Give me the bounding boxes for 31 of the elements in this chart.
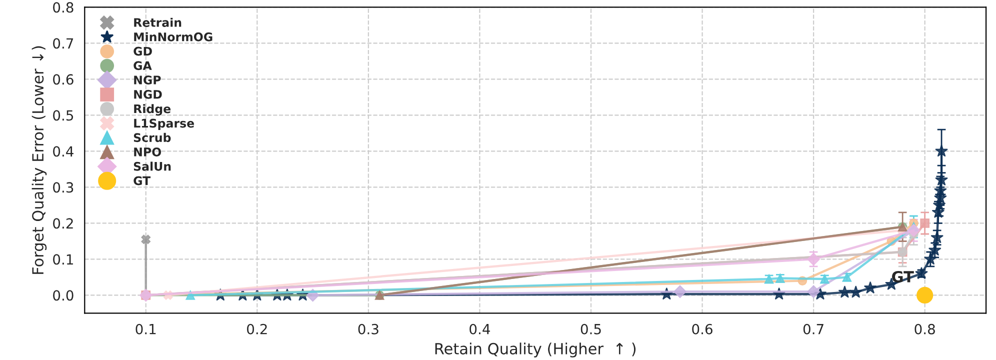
x-tick-label: 0.2 (247, 324, 267, 334)
x-tick-label: 0.6 (692, 324, 712, 334)
x-tick-label: 0.3 (358, 324, 378, 334)
y-tick-label: 0.8 (53, 2, 74, 13)
x-tick-label: 0.5 (580, 324, 601, 334)
y-tick-label: 0.1 (53, 254, 73, 265)
x-tick-label: 0.4 (470, 324, 490, 334)
y-tick-label: 0.4 (53, 146, 74, 157)
x-tick-label: 0.7 (803, 324, 824, 334)
legend-label: NGP (134, 76, 161, 84)
legend-label: Retrain (134, 18, 182, 27)
x-tick-label: 0.1 (136, 324, 156, 334)
legend-label: SalUn (134, 162, 171, 171)
legend-label: NGD (134, 90, 162, 99)
y-tick-label: 0.0 (53, 290, 74, 301)
y-axis-title: Forget Quality Error (Lower ↓) (32, 46, 47, 274)
y-tick-label: 0.5 (53, 110, 74, 121)
legend-label: GD (134, 46, 152, 56)
legend-label: GT (134, 176, 151, 186)
legend-label: NPO (134, 148, 162, 156)
legend-label: GA (134, 61, 152, 70)
x-axis-title: Retain Quality (Higher ↑ ) (435, 342, 636, 358)
legend-label: Ridge (134, 104, 171, 116)
y-tick-label: 0.2 (53, 218, 73, 229)
y-tick-label: 0.7 (53, 38, 74, 49)
y-tick-label: 0.3 (53, 182, 74, 193)
legend-label: L1Sparse (134, 118, 194, 130)
y-tick-label: 0.6 (53, 74, 74, 85)
legend-label: MinNormOG (134, 32, 212, 42)
legend-label: Scrub (134, 132, 171, 142)
x-tick-label: 0.8 (914, 324, 935, 334)
